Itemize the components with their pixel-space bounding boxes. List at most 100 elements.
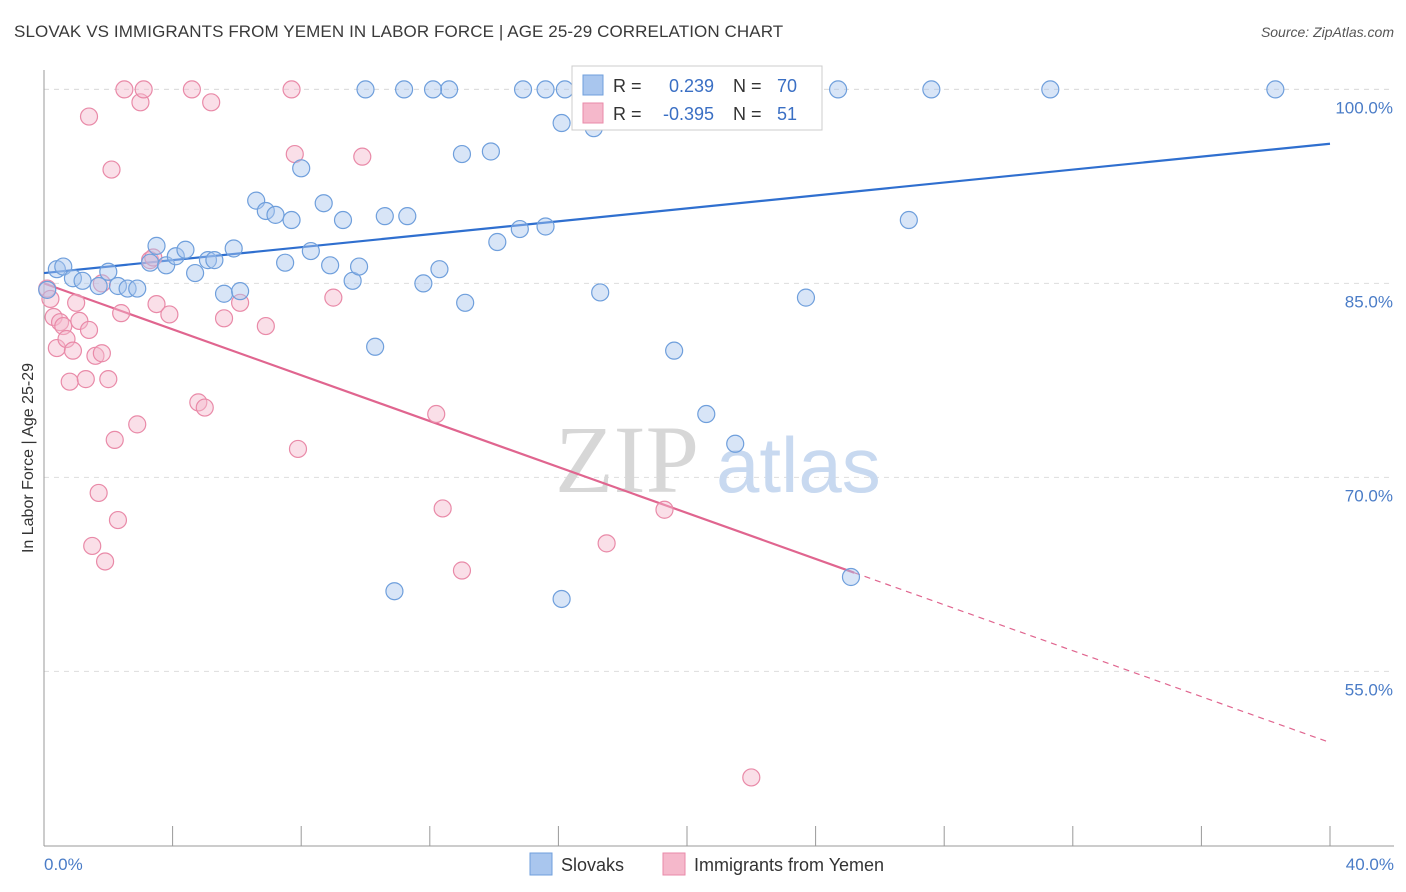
slovak-point xyxy=(726,434,745,453)
slovak-point xyxy=(366,337,385,356)
chart-title: SLOVAK VS IMMIGRANTS FROM YEMEN IN LABOR… xyxy=(14,22,784,41)
slovak-point xyxy=(54,257,73,276)
slovak-point xyxy=(456,293,475,312)
yemen-point xyxy=(288,439,308,459)
yemen-point xyxy=(214,309,234,328)
slovak-point xyxy=(128,279,147,298)
yemen-point xyxy=(742,768,761,787)
slovak-point xyxy=(356,80,375,99)
slovak-point xyxy=(899,210,918,230)
slovak-point xyxy=(186,263,205,283)
y-tick-label: 85.0% xyxy=(1345,292,1393,311)
stats-legend: R = 0.239 N = 70 R = -0.395 N = 51 xyxy=(571,65,823,131)
watermark-atlas: atlas xyxy=(716,421,881,509)
slovak-point xyxy=(552,589,571,609)
yemen-point xyxy=(655,500,674,519)
slovak-point xyxy=(481,142,500,161)
slovak-point xyxy=(555,80,574,99)
stats-legend-swatch-yemen xyxy=(582,102,604,124)
slovak-point xyxy=(301,241,320,261)
slovak-point xyxy=(321,256,340,275)
slovak-point xyxy=(536,217,555,236)
stats-legend-swatch-slovaks xyxy=(582,74,604,96)
slovak-point xyxy=(198,251,218,270)
slovak-point xyxy=(439,80,459,99)
stats-n-value-1: 70 xyxy=(777,76,797,96)
yemen-point xyxy=(597,534,616,553)
legend-label-yemen: Immigrants from Yemen xyxy=(694,855,884,875)
yemen-point xyxy=(324,288,343,307)
yemen-point xyxy=(57,329,76,349)
slovak-point xyxy=(166,247,185,266)
slovak-point xyxy=(89,276,108,296)
slovak-point xyxy=(1266,80,1285,99)
slovak-point xyxy=(314,194,333,213)
yemen-point xyxy=(99,370,118,389)
yemen-point xyxy=(128,415,147,434)
slovak-point xyxy=(256,201,275,221)
yemen-point xyxy=(134,80,153,99)
trend-lines xyxy=(43,142,1331,744)
slovak-point xyxy=(224,239,243,258)
slovak-point xyxy=(536,80,555,99)
slovak-point xyxy=(591,283,610,302)
slovak-points xyxy=(38,80,1285,609)
slovak-point xyxy=(205,251,224,270)
yemen-point xyxy=(95,552,115,571)
slovak-point xyxy=(118,279,137,298)
stats-r-value-2: -0.395 xyxy=(663,104,714,124)
yemen-point xyxy=(79,107,99,126)
slovak-point xyxy=(452,144,472,164)
stats-n-label-1: N = xyxy=(733,76,762,96)
yemen-point xyxy=(282,80,301,99)
watermark-zip: ZIP xyxy=(555,406,699,513)
slovak-point xyxy=(385,582,404,601)
yemen-point xyxy=(63,341,83,360)
slovak-point xyxy=(140,253,160,272)
yemen-point xyxy=(67,293,86,312)
slovak-point xyxy=(349,257,369,276)
yemen-point xyxy=(115,80,134,99)
slovak-point xyxy=(333,210,353,230)
slovak-point xyxy=(276,253,295,272)
yemen-point xyxy=(182,80,201,99)
slovak-point xyxy=(147,236,166,255)
slovak-point xyxy=(394,80,414,99)
yemen-point xyxy=(195,398,214,417)
yemen-point xyxy=(70,311,89,331)
yemen-point xyxy=(202,93,221,112)
yemen-point xyxy=(160,305,179,324)
trend-line-dashed xyxy=(853,572,1331,744)
stats-legend-box xyxy=(571,65,823,131)
source-note: Source: ZipAtlas.com xyxy=(1260,24,1394,40)
x-tick-label-max: 40.0% xyxy=(1346,855,1394,874)
y-tick-label: 100.0% xyxy=(1335,98,1393,117)
slovak-point xyxy=(157,256,176,275)
slovak-point xyxy=(513,80,533,99)
yemen-point xyxy=(105,430,124,449)
slovak-point xyxy=(430,260,449,279)
slovak-point xyxy=(796,288,816,307)
stats-r-label-1: R = xyxy=(613,76,642,96)
slovak-point xyxy=(510,219,529,239)
yemen-point xyxy=(452,561,472,580)
yemen-point xyxy=(112,304,131,323)
yemen-point xyxy=(60,372,79,391)
x-tick-label-min: 0.0% xyxy=(44,855,83,874)
slovak-point xyxy=(423,80,443,99)
yemen-point xyxy=(353,147,372,166)
y-axis-label: In Labor Force | Age 25-29 xyxy=(20,363,37,553)
yemen-point xyxy=(76,370,95,389)
slovak-point xyxy=(375,207,394,226)
slovak-point xyxy=(214,284,234,303)
yemen-point xyxy=(89,483,108,503)
gridlines xyxy=(44,88,1394,672)
slovak-point xyxy=(73,271,92,290)
slovak-point xyxy=(266,205,285,224)
legend-swatch-yemen xyxy=(662,852,686,876)
yemen-point xyxy=(79,320,99,340)
slovak-point xyxy=(829,80,848,99)
slovak-point xyxy=(99,262,118,281)
slovak-point xyxy=(922,80,941,99)
